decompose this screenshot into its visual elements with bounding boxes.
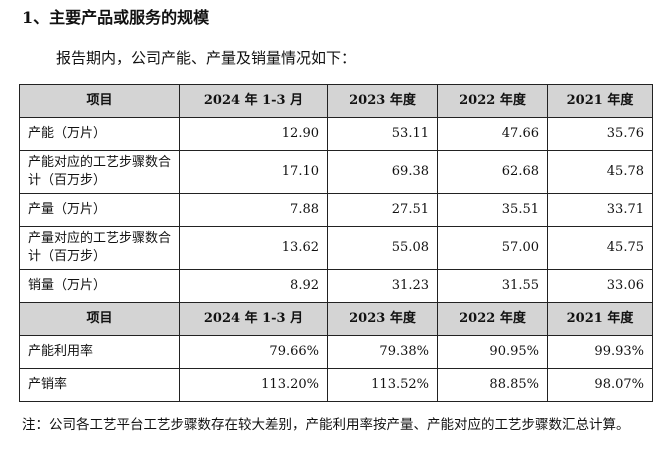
header-cell-2021: 2021 年度 [547, 302, 653, 336]
capacity-table: 项目 2024 年 1-3 月 2023 年度 2022 年度 2021 年度 … [19, 84, 653, 402]
row-label: 产能（万片） [19, 117, 180, 151]
cell-value: 35.76 [547, 117, 653, 151]
cell-value: 27.51 [327, 193, 438, 227]
cell-value: 62.68 [437, 150, 548, 194]
cell-value: 47.66 [437, 117, 548, 151]
table-row: 产能（万片） 12.90 53.11 47.66 35.76 [19, 117, 653, 151]
header-cell-2024q1: 2024 年 1-3 月 [179, 302, 328, 336]
cell-value: 113.20% [179, 368, 328, 402]
header-cell-2022: 2022 年度 [437, 84, 548, 118]
cell-value: 13.62 [179, 226, 328, 270]
cell-value: 98.07% [547, 368, 653, 402]
row-label: 产量对应的工艺步骤数合计（百万步） [19, 226, 180, 270]
cell-value: 69.38 [327, 150, 438, 194]
table-row: 销量（万片） 8.92 31.23 31.55 33.06 [19, 269, 653, 303]
intro-text: 报告期内，公司产能、产量及销量情况如下： [56, 49, 357, 67]
cell-value: 79.38% [327, 335, 438, 369]
table-row: 产量（万片） 7.88 27.51 35.51 33.71 [19, 193, 653, 227]
table-row: 产销率 113.20% 113.52% 88.85% 98.07% [19, 368, 653, 402]
cell-value: 8.92 [179, 269, 328, 303]
cell-value: 88.85% [437, 368, 548, 402]
table-row: 产量对应的工艺步骤数合计（百万步） 13.62 55.08 57.00 45.7… [19, 226, 653, 270]
row-label: 产量（万片） [19, 193, 180, 227]
row-label: 产能对应的工艺步骤数合计（百万步） [19, 150, 180, 194]
row-label: 销量（万片） [19, 269, 180, 303]
cell-value: 113.52% [327, 368, 438, 402]
cell-value: 17.10 [179, 150, 328, 194]
header-cell-item: 项目 [19, 84, 180, 118]
cell-value: 45.78 [547, 150, 653, 194]
row-label: 产能利用率 [19, 335, 180, 369]
header-cell-2022: 2022 年度 [437, 302, 548, 336]
cell-value: 31.55 [437, 269, 548, 303]
cell-value: 99.93% [547, 335, 653, 369]
cell-value: 53.11 [327, 117, 438, 151]
header-cell-2021: 2021 年度 [547, 84, 653, 118]
header-cell-2023: 2023 年度 [327, 84, 438, 118]
row-label: 产销率 [19, 368, 180, 402]
header-cell-2023: 2023 年度 [327, 302, 438, 336]
section-heading: 1、主要产品或服务的规模 [22, 8, 210, 27]
cell-value: 57.00 [437, 226, 548, 270]
table-header-row: 项目 2024 年 1-3 月 2023 年度 2022 年度 2021 年度 [19, 84, 653, 118]
cell-value: 33.71 [547, 193, 653, 227]
cell-value: 90.95% [437, 335, 548, 369]
header-cell-2024q1: 2024 年 1-3 月 [179, 84, 328, 118]
header-cell-item: 项目 [19, 302, 180, 336]
footnote: 注：公司各工艺平台工艺步骤数存在较大差别，产能利用率按产量、产能对应的工艺步骤数… [22, 417, 630, 433]
table-header-row: 项目 2024 年 1-3 月 2023 年度 2022 年度 2021 年度 [19, 302, 653, 336]
cell-value: 45.75 [547, 226, 653, 270]
table-row: 产能对应的工艺步骤数合计（百万步） 17.10 69.38 62.68 45.7… [19, 150, 653, 194]
table-row: 产能利用率 79.66% 79.38% 90.95% 99.93% [19, 335, 653, 369]
cell-value: 31.23 [327, 269, 438, 303]
cell-value: 33.06 [547, 269, 653, 303]
cell-value: 79.66% [179, 335, 328, 369]
cell-value: 7.88 [179, 193, 328, 227]
cell-value: 12.90 [179, 117, 328, 151]
cell-value: 35.51 [437, 193, 548, 227]
cell-value: 55.08 [327, 226, 438, 270]
